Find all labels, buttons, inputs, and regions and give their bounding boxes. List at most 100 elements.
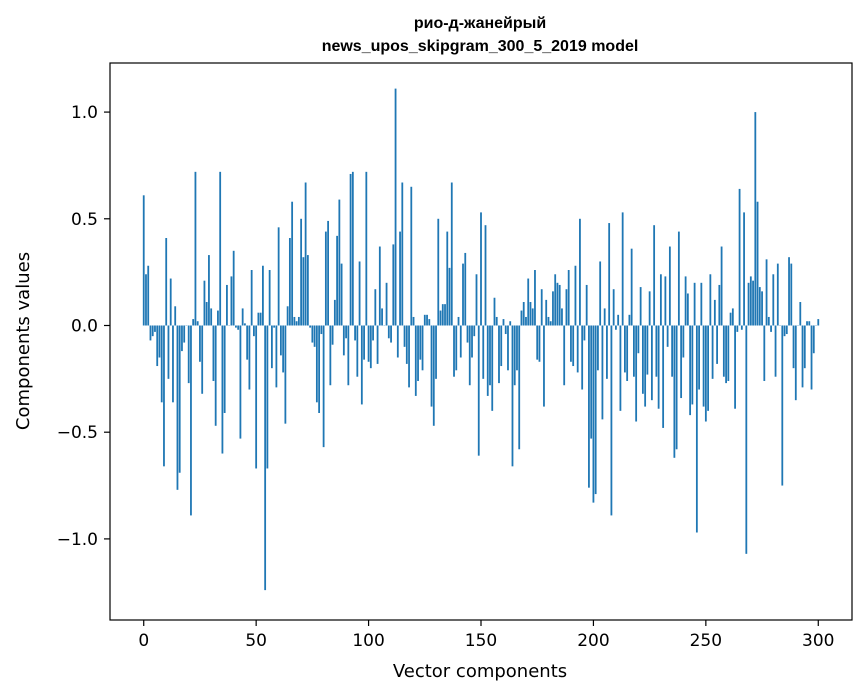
bar-176 [538,325,541,362]
bar-155 [491,325,494,411]
bar-130 [435,325,437,379]
bar-48 [250,270,253,326]
bar-285 [783,325,786,337]
bar-84 [331,325,334,345]
bar-72 [304,182,307,326]
bar-47 [248,325,251,390]
bar-117 [405,325,408,364]
bar-34 [219,171,222,326]
bar-18 [183,325,186,343]
bar-288 [790,263,793,326]
bar-203 [599,261,602,326]
bar-201 [594,325,597,495]
chart-title-line2: news_upos_skipgram_300_5_2019 model [322,38,639,55]
bar-177 [540,289,543,326]
bar-278 [767,316,770,326]
bar-215 [626,325,629,381]
bar-159 [500,325,503,367]
bar-168 [520,310,523,326]
bar-9 [163,325,165,467]
bar-165 [513,325,516,386]
bar-184 [556,282,559,326]
bar-147 [473,325,476,337]
bar-150 [480,212,482,326]
bar-163 [509,321,512,326]
bar-166 [516,325,518,371]
bar-287 [788,257,790,326]
bar-250 [704,325,707,422]
bar-3 [149,325,152,341]
bar-114 [399,231,401,326]
bar-99 [365,171,368,326]
bar-49 [253,325,255,337]
bar-202 [597,325,599,371]
bar-146 [471,325,473,358]
bar-73 [306,255,309,326]
bar-153 [486,325,489,396]
bar-98 [363,325,365,360]
bar-86 [336,235,338,326]
bar-191 [572,325,575,367]
bar-182 [552,291,554,326]
bar-222 [641,325,644,394]
bar-297 [810,325,813,390]
bar-116 [403,325,406,347]
bar-39 [230,276,233,326]
bar-175 [536,325,539,360]
bar-211 [617,314,620,326]
bar-220 [637,325,640,354]
x-tick-label-4: 200 [577,631,609,651]
bar-264 [736,325,739,332]
bar-95 [356,325,359,377]
bar-194 [579,218,581,326]
bar-193 [576,325,579,373]
bar-33 [217,310,219,326]
bar-106 [381,308,383,326]
bar-7 [158,325,161,358]
bar-158 [498,325,500,384]
bar-125 [423,314,426,326]
bar-162 [507,325,509,371]
bar-2 [147,265,150,326]
bar-199 [590,325,593,439]
bar-108 [385,282,388,326]
bar-104 [376,325,379,364]
bar-267 [743,212,745,326]
bar-260 [727,325,730,381]
bar-274 [758,287,761,326]
bar-243 [689,325,692,416]
bar-138 [453,325,455,377]
bar-10 [165,238,168,326]
bar-282 [776,263,779,326]
bar-152 [484,225,487,326]
bar-50 [255,325,258,469]
bar-35 [221,325,224,454]
bar-53 [262,265,264,326]
bar-6 [156,325,159,367]
bar-21 [190,325,192,516]
bar-140 [457,316,460,326]
bar-96 [358,261,361,326]
bar-164 [511,325,514,467]
bar-111 [392,244,395,326]
bar-244 [691,325,694,405]
bar-88 [340,263,343,326]
bar-151 [482,325,485,379]
bar-198 [588,325,590,488]
bar-43 [239,325,242,439]
y-tick-label-3: 0.5 [71,210,98,230]
bar-196 [583,325,586,341]
bar-144 [466,325,469,343]
bar-121 [414,325,417,396]
bar-27 [203,280,206,326]
bar-246 [695,325,698,533]
bar-277 [765,259,768,326]
bar-252 [709,274,712,326]
x-tick-label-6: 300 [802,631,834,651]
bar-281 [774,325,777,377]
bar-266 [740,325,743,330]
bar-93 [351,171,354,326]
bar-97 [360,325,363,405]
bar-298 [812,325,815,354]
bar-265 [738,188,741,326]
